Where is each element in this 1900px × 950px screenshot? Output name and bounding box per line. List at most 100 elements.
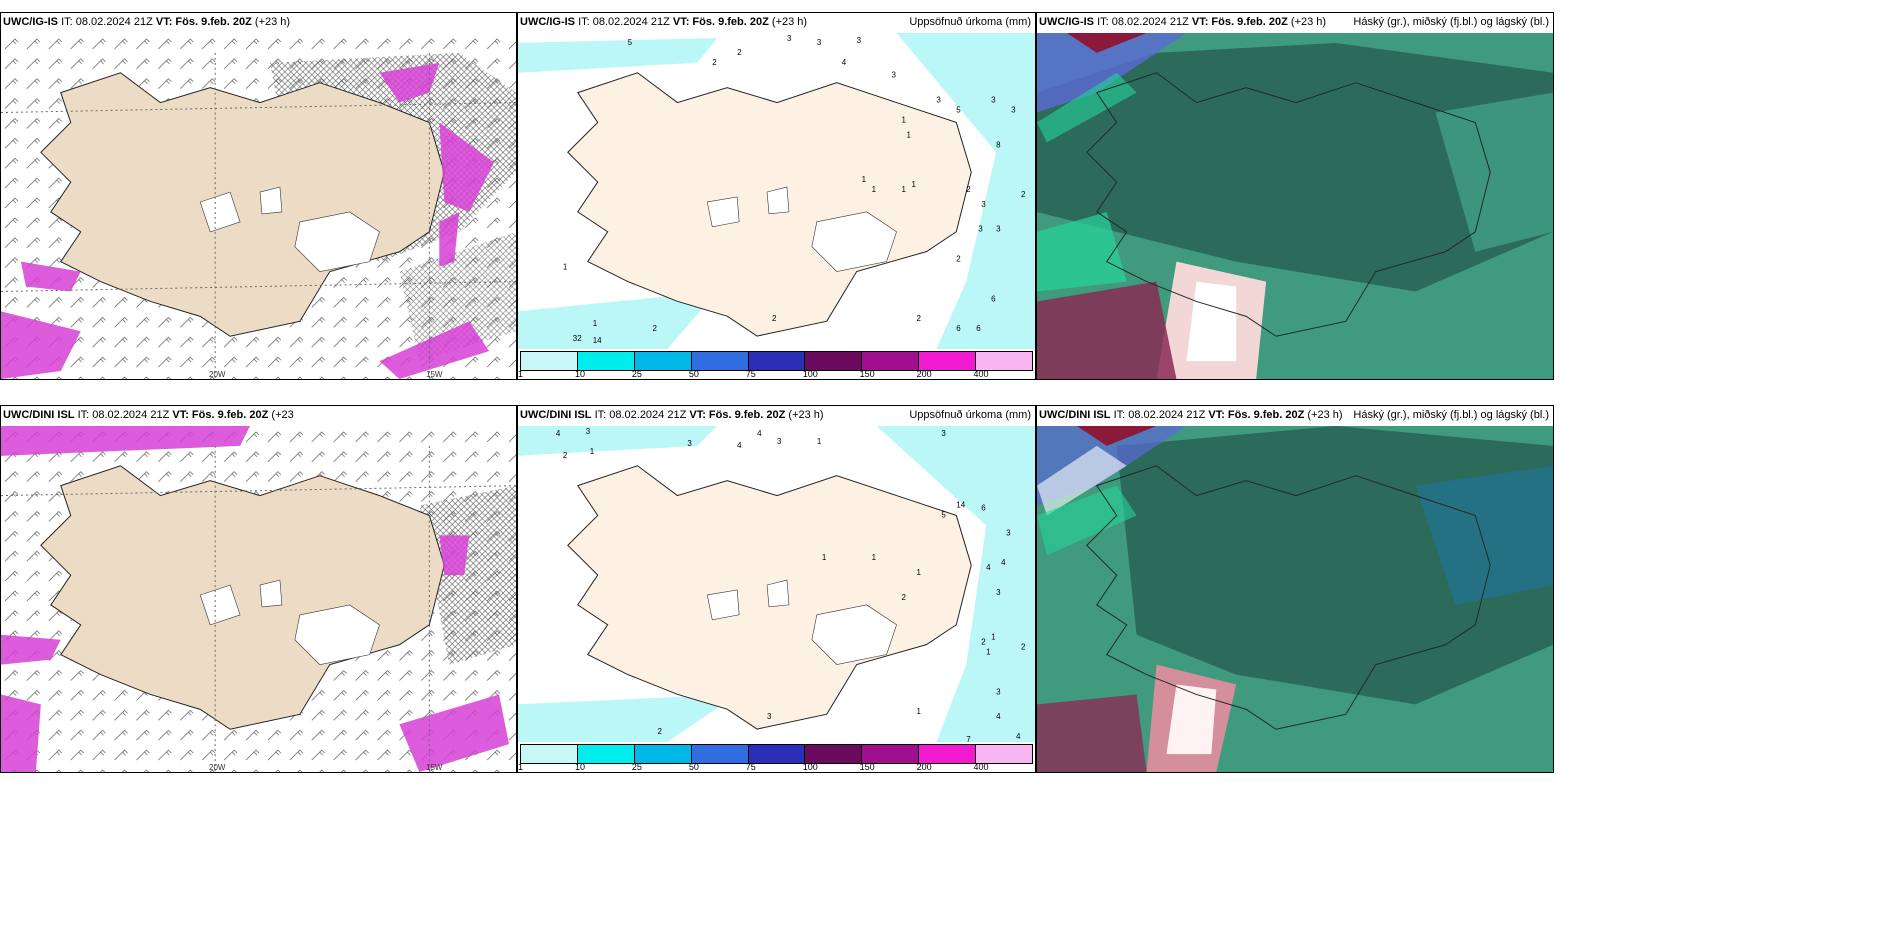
svg-text:1: 1 (906, 130, 911, 139)
panel-clouds-dini: UWC/DINI ISL IT: 08.02.2024 21Z VT: Fös.… (1036, 405, 1554, 773)
svg-text:3: 3 (941, 429, 946, 438)
map-clouds (1037, 33, 1553, 379)
colorbar-cell (919, 352, 977, 370)
svg-text:2: 2 (1021, 643, 1026, 652)
svg-text:4: 4 (986, 563, 991, 572)
svg-text:3: 3 (777, 437, 782, 446)
colorbar-tick: 75 (745, 369, 756, 379)
svg-text:14: 14 (956, 500, 965, 509)
svg-text:3: 3 (787, 34, 792, 43)
colorbar-cell (748, 745, 806, 763)
svg-text:1: 1 (872, 185, 877, 194)
svg-text:1: 1 (593, 319, 598, 328)
svg-text:3: 3 (1006, 528, 1011, 537)
lon-label-15w: 15W (426, 763, 443, 772)
colorbar-cell (521, 352, 578, 370)
svg-text:5: 5 (628, 38, 633, 47)
panel-title: UWC/IG-IS IT: 08.02.2024 21Z VT: Fös. 9.… (1, 13, 516, 31)
colorbar-tick: 400 (973, 369, 989, 379)
colorbar: 1 10 25 50 75 100 150 200 400 (518, 349, 1035, 379)
panel-precip-dini: UWC/DINI ISL IT: 08.02.2024 21Z VT: Fös.… (517, 405, 1036, 773)
colorbar: 1 10 25 50 75 100 150 200 400 (518, 742, 1035, 772)
colorbar-cells (520, 744, 1033, 764)
svg-text:2: 2 (772, 314, 777, 323)
lon-label-20w: 20W (209, 370, 226, 379)
svg-text:3: 3 (991, 96, 996, 105)
panel-title: UWC/DINI ISL IT: 08.02.2024 21Z VT: Fös.… (518, 406, 1035, 424)
svg-text:5: 5 (941, 510, 946, 519)
colorbar-cell (748, 352, 806, 370)
svg-text:2: 2 (1021, 190, 1026, 199)
svg-text:4: 4 (737, 441, 742, 450)
svg-text:1: 1 (872, 553, 877, 562)
svg-text:4: 4 (556, 429, 561, 438)
colorbar-tick: 200 (916, 762, 932, 772)
colorbar-cell (862, 745, 920, 763)
colorbar-cell (919, 745, 977, 763)
colorbar-tick: 1 (518, 762, 524, 772)
panel-precip-igis: UWC/IG-IS IT: 08.02.2024 21Z VT: Fös. 9.… (517, 12, 1036, 380)
colorbar-tick: 50 (688, 369, 699, 379)
svg-text:2: 2 (737, 48, 742, 57)
svg-text:1: 1 (563, 263, 568, 272)
svg-text:3: 3 (936, 96, 941, 105)
svg-text:1: 1 (916, 707, 921, 716)
colorbar-tick: 150 (859, 762, 875, 772)
panel-title: UWC/IG-IS IT: 08.02.2024 21Z VT: Fös. 9.… (518, 13, 1035, 31)
colorbar-tick: 10 (574, 762, 585, 772)
svg-text:3: 3 (981, 200, 986, 209)
panel-title: UWC/DINI ISL IT: 08.02.2024 21Z VT: Fös.… (1037, 406, 1553, 424)
map-wind-barbs (1, 33, 516, 379)
colorbar-cell (862, 352, 920, 370)
svg-text:6: 6 (991, 294, 996, 303)
colorbar-tick: 100 (802, 762, 818, 772)
svg-text:14: 14 (593, 336, 602, 345)
svg-text:7: 7 (966, 735, 971, 742)
svg-text:4: 4 (1001, 558, 1006, 567)
svg-text:1: 1 (590, 447, 595, 456)
map-wind-barbs (1, 426, 516, 772)
colorbar-cell (634, 745, 692, 763)
svg-text:2: 2 (563, 451, 568, 460)
colorbar-cell (634, 352, 692, 370)
colorbar-tick: 150 (859, 369, 875, 379)
svg-text:3: 3 (996, 225, 1001, 234)
svg-text:2: 2 (956, 255, 961, 264)
map-clouds (1037, 426, 1553, 772)
svg-text:3: 3 (996, 588, 1001, 597)
panel-title: UWC/DINI ISL IT: 08.02.2024 21Z VT: Fös.… (1, 406, 516, 424)
svg-text:2: 2 (966, 185, 971, 194)
svg-text:2: 2 (981, 638, 986, 647)
colorbar-tick: 1 (518, 369, 524, 379)
svg-text:6: 6 (956, 324, 961, 333)
svg-text:1: 1 (902, 115, 907, 124)
svg-text:1: 1 (862, 175, 867, 184)
svg-text:1: 1 (991, 633, 996, 642)
svg-text:3: 3 (978, 225, 983, 234)
svg-text:3: 3 (1011, 106, 1016, 115)
colorbar-tick: 25 (631, 762, 642, 772)
colorbar-cell (691, 352, 749, 370)
panel-clouds-igis: UWC/IG-IS IT: 08.02.2024 21Z VT: Fös. 9.… (1036, 12, 1554, 380)
svg-text:4: 4 (842, 58, 847, 67)
svg-text:3: 3 (817, 38, 822, 47)
panel-wind-snow-igis: UWC/IG-IS IT: 08.02.2024 21Z VT: Fös. 9.… (0, 12, 517, 380)
colorbar-cell (521, 745, 578, 763)
colorbar-cell (691, 745, 749, 763)
svg-text:3: 3 (892, 71, 897, 80)
svg-text:4: 4 (757, 429, 762, 438)
lon-label-15w: 15W (426, 370, 443, 379)
colorbar-tick: 200 (916, 369, 932, 379)
colorbar-cell (976, 745, 1033, 763)
colorbar-tick: 25 (631, 369, 642, 379)
colorbar-cell (805, 745, 863, 763)
svg-text:8: 8 (996, 140, 1001, 149)
colorbar-tick: 100 (802, 369, 818, 379)
svg-text:1: 1 (902, 185, 907, 194)
colorbar-cell (577, 352, 635, 370)
svg-text:3: 3 (767, 712, 772, 721)
colorbar-tick: 10 (574, 369, 585, 379)
svg-text:2: 2 (916, 314, 921, 323)
svg-text:3: 3 (687, 439, 692, 448)
